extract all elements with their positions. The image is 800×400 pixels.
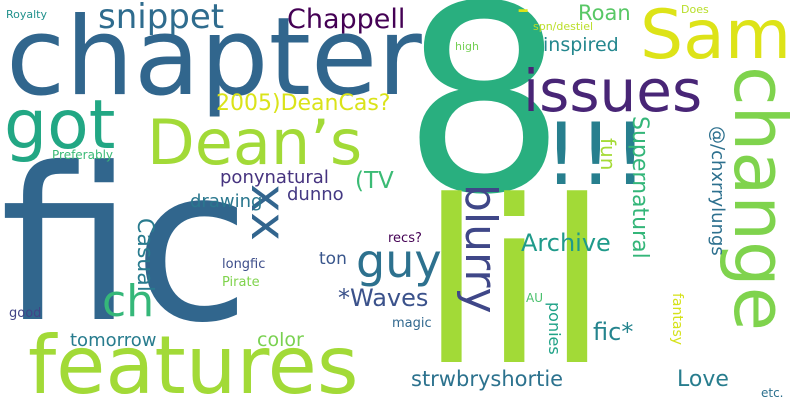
word-xx: xx xyxy=(240,184,296,241)
word-magic: magic xyxy=(392,316,432,331)
word-au: AU xyxy=(526,291,543,305)
word-fic-star: fic* xyxy=(593,318,634,346)
word-2005deancas: 2005)DeanCas? xyxy=(216,91,391,116)
word-pirate: Pirate xyxy=(222,275,260,290)
word-good: good xyxy=(9,306,42,321)
word-tv: (TV xyxy=(355,168,394,194)
word-ton: ton xyxy=(319,249,347,269)
word-dash: - xyxy=(517,0,530,29)
word-love: Love xyxy=(677,367,729,392)
word-inspired: inspired xyxy=(543,34,619,56)
word-archive: Archive xyxy=(521,229,611,257)
word-drawing: drawing xyxy=(190,191,263,212)
word-8: 8 xyxy=(402,0,567,251)
word-etc: etc. xyxy=(761,386,784,400)
word-roan: Roan xyxy=(578,1,631,25)
word-guy: guy xyxy=(356,234,442,288)
word-fic: fic xyxy=(0,122,251,369)
word-issues: issues xyxy=(523,57,703,125)
word-chappell: Chappell xyxy=(287,4,406,35)
word-chapter: chapter xyxy=(6,0,422,120)
word-royalty: Royalty xyxy=(6,8,48,21)
word-does: Does xyxy=(681,3,709,16)
word-color: color xyxy=(257,329,304,351)
word-sam: Sam xyxy=(640,0,792,75)
word-fantasy: fantasy xyxy=(669,293,685,346)
word-casual: Casual xyxy=(132,218,157,292)
word-snippet: snippet xyxy=(98,0,225,37)
word-preferably: Preferably xyxy=(52,148,114,162)
word-dunno: dunno xyxy=(287,184,344,205)
word-recs: recs? xyxy=(388,231,422,246)
word-deans: Dean’s xyxy=(147,106,363,179)
word-ponynatural: ponynatural xyxy=(220,167,329,188)
word-tomorrow: tomorrow xyxy=(70,330,157,351)
word-supernatural: Supernatural xyxy=(627,116,652,259)
word-chxrrylungs: @/chxrrylungs xyxy=(707,126,728,256)
word-high: high xyxy=(455,40,479,53)
word-ponies: ponies xyxy=(545,302,564,355)
word-longfic: longfic xyxy=(222,257,266,272)
word-lil: lil xyxy=(420,153,609,400)
word-got: got xyxy=(4,86,116,165)
word-ch: ch xyxy=(102,276,155,327)
word-change: change xyxy=(718,66,800,331)
word-blurry: blurry xyxy=(455,184,506,314)
word-spn-destiel: spn/destiel xyxy=(533,20,594,33)
word-fun: fun xyxy=(596,138,620,171)
word-strwbryshortie: strwbryshortie xyxy=(411,367,564,391)
word-features: features xyxy=(28,319,359,400)
word-waves: *Waves xyxy=(338,284,429,312)
word-exclamations: !!! xyxy=(544,105,648,205)
